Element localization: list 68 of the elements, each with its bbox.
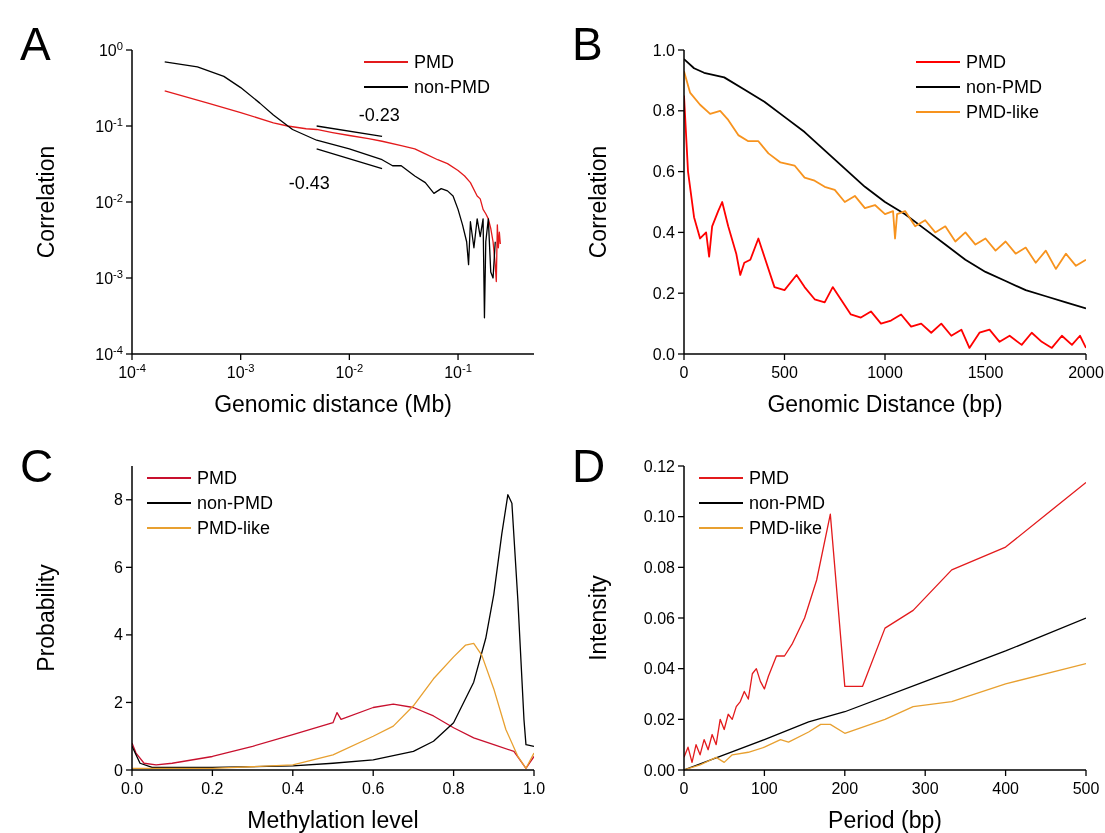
x-tick-label: 300 <box>911 780 939 797</box>
x-tick-label: 1500 <box>967 364 1004 381</box>
y-tick-label: 0 <box>114 761 124 779</box>
y-axis-title: Probability <box>33 563 59 672</box>
y-tick-label: 10$^{-2}$ <box>95 191 123 211</box>
y-tick-label: 0.12 <box>643 457 676 475</box>
y-tick-label: 10$^{0}$ <box>98 39 123 59</box>
x-tick-label: 0.2 <box>201 780 224 797</box>
y-tick-label: 10$^{-4}$ <box>95 343 123 363</box>
legend-label: PMD-like <box>197 518 271 539</box>
y-tick-label: 0.10 <box>643 508 676 526</box>
legend-label: non-PMD <box>414 77 491 98</box>
legend-label: PMD <box>197 468 237 489</box>
x-tick-label: 500 <box>771 364 798 381</box>
annotation: -0.43 <box>288 173 330 194</box>
x-tick-label: 10$^{-1}$ <box>444 362 472 381</box>
x-axis-title: Genomic Distance (bp) <box>767 391 1003 417</box>
legend-label: non-PMD <box>749 493 826 514</box>
legend-label: PMD-like <box>966 102 1040 123</box>
y-axis-title: Correlation <box>585 145 611 259</box>
y-tick-label: 10$^{-1}$ <box>95 115 123 135</box>
y-tick-label: 0.2 <box>652 284 676 302</box>
y-tick-label: 0.00 <box>643 761 676 779</box>
x-axis-title: Methylation level <box>247 807 419 833</box>
x-tick-label: 100 <box>751 780 778 797</box>
x-tick-label: 2000 <box>1068 364 1104 381</box>
x-axis-title: Genomic distance (Mb) <box>214 391 452 417</box>
x-tick-label: 200 <box>831 780 859 797</box>
y-tick-label: 0.04 <box>643 660 676 678</box>
y-tick-label: 0.6 <box>652 163 676 181</box>
x-tick-label: 0.6 <box>362 780 385 797</box>
x-tick-label: 0.4 <box>281 780 305 797</box>
x-tick-label: 1.0 <box>522 780 546 797</box>
legend-label: non-PMD <box>966 77 1043 98</box>
y-tick-label: 10$^{-3}$ <box>95 267 123 287</box>
x-tick-label: 0 <box>679 364 689 381</box>
y-tick-label: 0.02 <box>643 710 676 728</box>
y-tick-label: 8 <box>114 491 124 509</box>
chart-title: C <box>20 440 54 492</box>
legend-label: PMD <box>966 52 1006 73</box>
y-axis-title: Correlation <box>33 145 59 259</box>
annotation: -0.23 <box>358 105 400 126</box>
y-tick-label: 0.06 <box>643 609 676 627</box>
y-tick-label: 1.0 <box>652 41 676 59</box>
legend-label: PMD <box>749 468 789 489</box>
chart-title: A <box>20 18 51 70</box>
x-tick-label: 10$^{-3}$ <box>226 362 255 381</box>
x-tick-label: 500 <box>1072 780 1100 797</box>
chart-title: D <box>572 440 606 492</box>
y-tick-label: 0.08 <box>643 558 676 576</box>
line-series <box>684 70 1086 270</box>
x-tick-label: 0 <box>679 780 689 797</box>
x-tick-label: 0.8 <box>442 780 465 797</box>
y-tick-label: 0.0 <box>652 345 676 363</box>
y-tick-label: 0.8 <box>652 102 676 120</box>
y-axis-title: Intensity <box>585 574 611 661</box>
x-tick-label: 400 <box>992 780 1020 797</box>
legend-label: PMD-like <box>749 518 823 539</box>
y-tick-label: 2 <box>114 694 124 712</box>
chart-title: B <box>572 18 603 70</box>
legend-label: non-PMD <box>197 493 274 514</box>
legend-label: PMD <box>414 52 454 73</box>
x-axis-title: Period (bp) <box>828 807 942 833</box>
y-tick-label: 4 <box>114 626 124 644</box>
y-tick-label: 6 <box>114 558 124 576</box>
x-tick-label: 10$^{-2}$ <box>335 362 364 381</box>
x-tick-label: 1000 <box>867 364 903 381</box>
y-tick-label: 0.4 <box>652 224 676 241</box>
